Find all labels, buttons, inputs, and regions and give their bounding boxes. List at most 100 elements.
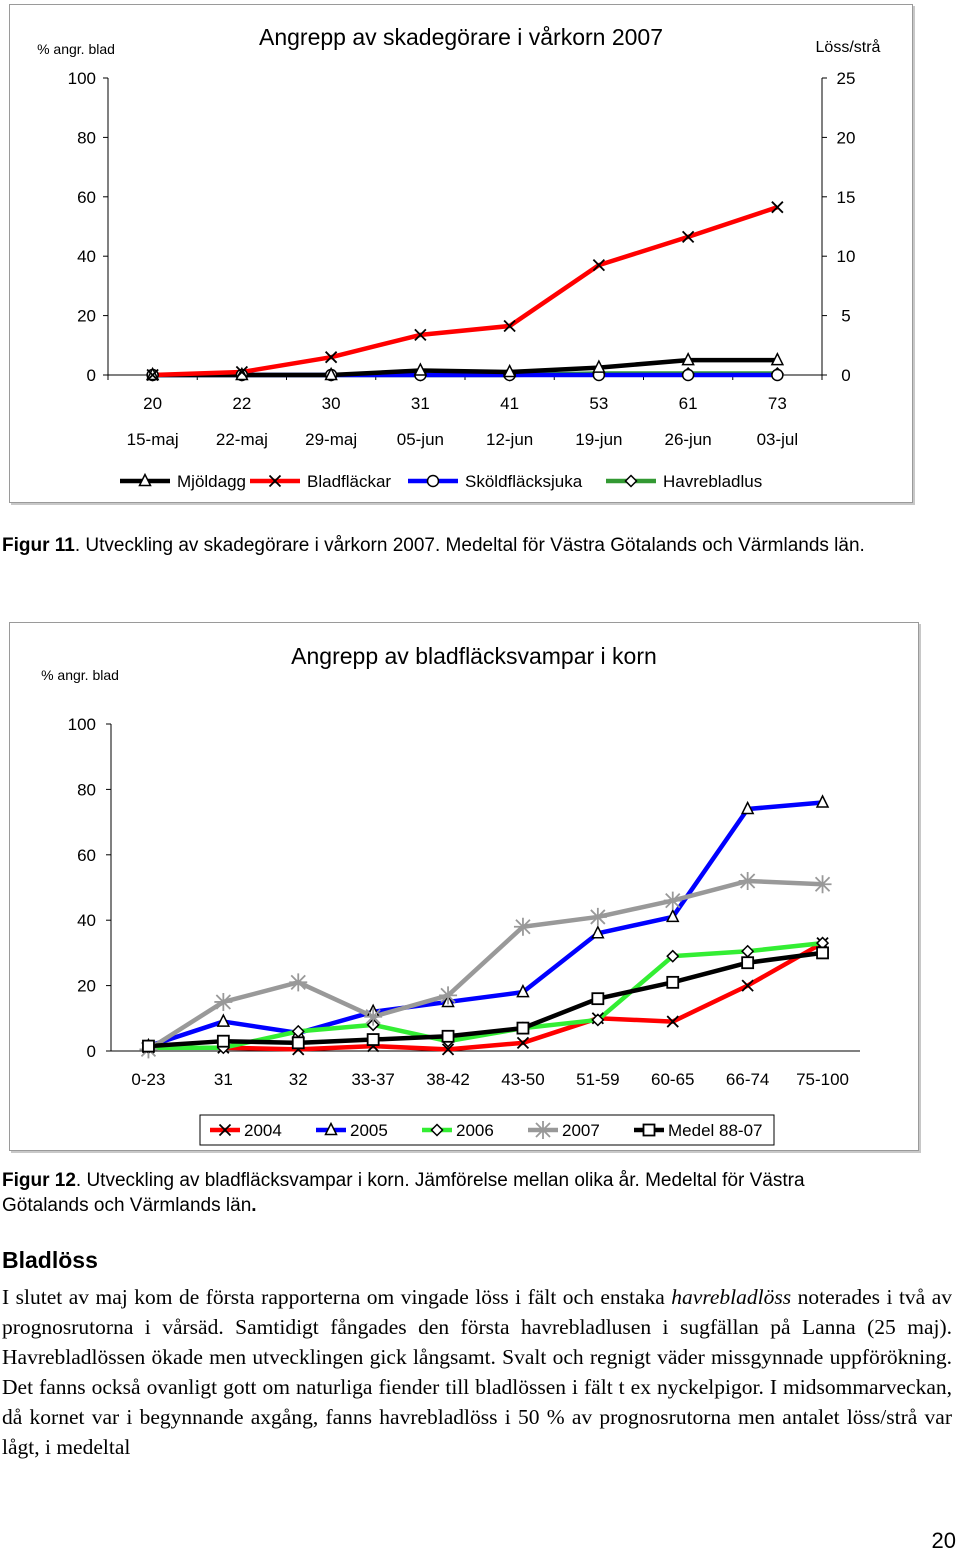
chart-2-series-line xyxy=(148,950,823,1049)
section-heading: Bladlöss xyxy=(2,1247,98,1273)
chart-1-data-point xyxy=(413,362,428,376)
chart-2-data-point xyxy=(591,925,605,939)
chart-2-x-category-label: 0-23 xyxy=(131,1070,165,1089)
chart-1-data-point xyxy=(681,351,695,366)
chart-1-data-point xyxy=(770,351,785,366)
chart-2-y-tick-label: 20 xyxy=(77,977,96,996)
body-text-italic: havrebladlöss xyxy=(671,1285,792,1309)
chart-2-data-point xyxy=(214,992,233,1011)
chart-1-y-tick-label: 60 xyxy=(77,188,96,207)
chart-2-data-point xyxy=(588,907,607,926)
chart-2-data-point xyxy=(441,1029,455,1043)
chart-1-data-point xyxy=(414,328,427,342)
chart-1-x-category-label: 22-maj xyxy=(216,430,268,449)
chart-2-series-line xyxy=(148,941,824,1052)
chart-2-legend-marker xyxy=(324,1121,338,1136)
chart-1-svg: Angrepp av skadegörare i vårkorn 2007 % a… xyxy=(37,24,880,491)
body-text-part-2: noterades i två av prognosrutorna i vårs… xyxy=(2,1285,952,1459)
chart-1-x-category-label: 19-jun xyxy=(575,430,622,449)
chart-2-data-point xyxy=(591,1013,605,1027)
chart-2-svg: Angrepp av bladfläcksvampar i korn % angr… xyxy=(41,643,860,1146)
chart-2-y-tick-label: 40 xyxy=(77,911,96,930)
chart-2-data-point xyxy=(516,1021,530,1035)
chart-2-x-category-label: 51-59 xyxy=(576,1070,619,1089)
chart-1-y2-tick-label: 0 xyxy=(841,366,850,385)
chart-1-x-category-label: 15-maj xyxy=(127,430,179,449)
chart-1-data-point xyxy=(681,368,695,382)
chart-1-data-point xyxy=(592,258,606,272)
chart-2-legend-marker xyxy=(430,1123,444,1137)
chart-2-legend-label: 2004 xyxy=(244,1121,282,1140)
chart-1-y2-tick-label: 25 xyxy=(837,69,856,88)
chart-2-legend-label: 2006 xyxy=(456,1121,494,1140)
chart-1-x-category-label: 12-jun xyxy=(486,430,533,449)
chart-2-data-point xyxy=(441,1043,455,1056)
chart-1-y-tick-label: 100 xyxy=(68,69,96,88)
chart-2-data-point xyxy=(291,1036,305,1050)
chart-1-y2-tick-label: 20 xyxy=(837,128,856,147)
body-text-part-1: I slutet av maj kom de första rapportern… xyxy=(2,1285,672,1309)
chart-2-data-point xyxy=(366,1033,380,1046)
chart-1-data-point xyxy=(324,351,338,364)
chart-pest-attack-2007: Angrepp av skadegörare i vårkorn 2007 % a… xyxy=(9,4,913,503)
chart-2-x-category-label: 38-42 xyxy=(426,1070,469,1089)
chart-1-y-tick-label: 20 xyxy=(77,307,96,326)
chart-2-series-line xyxy=(147,878,823,1052)
chart-2-data-point xyxy=(289,973,308,992)
chart-2-x-category-label: 75-100 xyxy=(796,1070,849,1089)
chart-2-y-tick-label: 0 xyxy=(87,1042,96,1061)
chart-2-data-point xyxy=(738,871,757,890)
chart-2-data-point xyxy=(666,949,680,963)
chart-2-y-tick-label: 80 xyxy=(77,780,96,799)
chart-2-data-point xyxy=(816,946,829,960)
chart-1-x-top-label: 20 xyxy=(143,394,162,413)
figure-11-label: Figur 11 xyxy=(2,535,75,556)
chart-2-legend-marker xyxy=(218,1123,232,1137)
chart-1-x-category-label: 26-jun xyxy=(664,430,711,449)
chart-2-x-category-label: 33-37 xyxy=(351,1070,394,1089)
chart-1-y2-tick-label: 15 xyxy=(837,188,856,207)
page-number: 20 xyxy=(931,1528,956,1553)
chart-1-title: Angrepp av skadegörare i vårkorn 2007 xyxy=(259,24,663,50)
chart-2-series-line xyxy=(147,800,823,1049)
chart-1-x-category-label: 05-jun xyxy=(397,430,444,449)
chart-2-data-point xyxy=(741,944,755,958)
chart-2-y-tick-label: 100 xyxy=(68,715,96,734)
chart-1-y-tick-label: 80 xyxy=(77,128,96,147)
chart-2-y-tick-label: 60 xyxy=(77,846,96,865)
chart-2-data-point xyxy=(666,1015,679,1028)
chart-2-x-category-label: 66-74 xyxy=(726,1070,769,1089)
chart-1-legend-label: Bladfläckar xyxy=(307,472,391,491)
chart-2-data-point xyxy=(740,800,755,815)
chart-2-x-category-label: 43-50 xyxy=(501,1070,544,1089)
chart-1-x-top-label: 41 xyxy=(500,394,519,413)
chart-1-x-top-label: 31 xyxy=(411,394,430,413)
figure-12-caption: Figur 12. Utveckling av bladfläcksvampar… xyxy=(2,1168,852,1218)
chart-1-legend-marker xyxy=(268,474,282,488)
chart-2-legend-label: Medel 88-07 xyxy=(668,1121,763,1140)
chart-1-x-top-label: 61 xyxy=(679,394,698,413)
chart-1-legend-label: Havrebladlus xyxy=(663,472,762,491)
chart-2-data-point xyxy=(663,891,682,910)
chart-1-y2-tick-label: 10 xyxy=(837,247,856,266)
chart-2-data-point xyxy=(216,1013,231,1027)
chart-2-data-point xyxy=(591,992,605,1006)
chart-2-legend-box xyxy=(199,1114,775,1146)
chart-1-x-top-label: 30 xyxy=(322,394,341,413)
chart-2-data-point xyxy=(516,983,530,998)
chart-2-data-point xyxy=(439,986,458,1005)
chart-1-x-category-label: 29-maj xyxy=(305,430,357,449)
chart-1-legend-label: Mjöldagg xyxy=(177,472,246,491)
chart-1-series-line xyxy=(152,205,779,378)
chart-2-x-category-label: 60-65 xyxy=(651,1070,694,1089)
chart-2-data-point xyxy=(516,1036,530,1049)
figure-12-end: . xyxy=(251,1195,257,1216)
chart-2-data-point xyxy=(364,1007,383,1026)
chart-2-legend-marker xyxy=(534,1121,552,1139)
chart-2-data-point xyxy=(513,917,532,936)
chart-2-title: Angrepp av bladfläcksvampar i korn xyxy=(291,643,657,669)
chart-1-data-point xyxy=(146,368,159,382)
chart-1-legend-marker xyxy=(426,474,440,488)
chart-1-data-point xyxy=(771,368,784,382)
chart-2-data-point xyxy=(666,908,680,923)
